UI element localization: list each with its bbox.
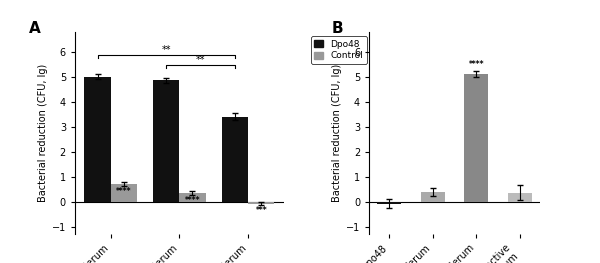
Text: ****: **** bbox=[469, 60, 484, 69]
Y-axis label: Bacterial reduction (CFU, lg): Bacterial reduction (CFU, lg) bbox=[38, 64, 47, 202]
Text: ****: **** bbox=[185, 196, 200, 205]
Legend: Dpo48, Control: Dpo48, Control bbox=[311, 36, 367, 64]
Text: B: B bbox=[332, 21, 343, 37]
Y-axis label: Bacterial reduction (CFU, lg): Bacterial reduction (CFU, lg) bbox=[332, 64, 342, 202]
Text: **: ** bbox=[196, 54, 205, 64]
Bar bbox=[222, 117, 248, 201]
Bar bbox=[421, 192, 445, 201]
Bar bbox=[464, 74, 488, 201]
Bar bbox=[85, 77, 110, 201]
Bar bbox=[377, 201, 401, 204]
Text: A: A bbox=[29, 21, 41, 37]
Bar bbox=[110, 184, 137, 201]
Bar bbox=[508, 193, 532, 201]
Bar bbox=[153, 80, 179, 201]
Bar bbox=[248, 201, 274, 204]
Text: **: ** bbox=[161, 44, 171, 54]
Text: ****: **** bbox=[116, 187, 131, 196]
Bar bbox=[179, 193, 206, 201]
Text: ***: *** bbox=[256, 206, 267, 215]
